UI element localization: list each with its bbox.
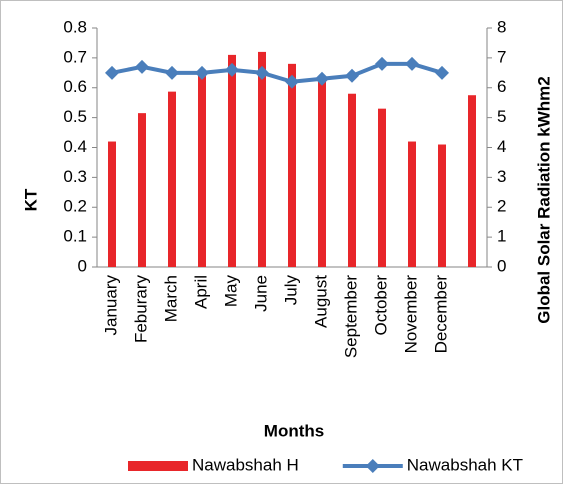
y-tick-label: 0.7 (63, 47, 87, 66)
bar (438, 144, 446, 267)
marker (135, 59, 149, 74)
x-tick-label: May (221, 275, 240, 308)
bar (348, 93, 356, 267)
y-tick-label: 0.4 (63, 137, 87, 156)
y2-tick-label: 6 (497, 77, 506, 96)
legend-swatch (128, 461, 188, 471)
y2-tick-label: 5 (497, 107, 506, 126)
bar (168, 91, 176, 267)
bar (378, 108, 386, 267)
marker (285, 74, 299, 89)
y-tick-label: 0.6 (63, 77, 87, 96)
x-tick-label: November (401, 275, 420, 354)
x-tick-label: August (311, 275, 330, 328)
marker (105, 65, 119, 80)
legend-label: Nawabshah H (192, 455, 299, 474)
marker (405, 56, 419, 71)
y2-tick-label: 2 (497, 197, 506, 216)
marker (195, 65, 209, 80)
y-tick-label: 0.1 (63, 227, 87, 246)
y2-tick-label: 4 (497, 137, 506, 156)
bar (288, 63, 296, 267)
marker (165, 65, 179, 80)
bar (108, 141, 116, 267)
marker (255, 65, 269, 80)
x-tick-label: September (341, 275, 360, 358)
marker (225, 62, 239, 77)
y-tick-label: 0.2 (63, 197, 87, 216)
y-tick-label: 0.8 (63, 17, 87, 36)
bar (318, 78, 326, 267)
y-tick-label: 0 (78, 256, 87, 275)
legend-label: Nawabshah KT (407, 455, 523, 474)
x-tick-label: October (371, 275, 390, 336)
marker (435, 65, 449, 80)
x-tick-label: July (281, 275, 300, 306)
x-tick-label: December (431, 275, 450, 354)
y2-tick-label: 7 (497, 47, 506, 66)
x-axis-label: Months (264, 421, 324, 440)
y2-tick-label: 1 (497, 227, 506, 246)
legend-marker (365, 459, 380, 473)
y-tick-label: 0.3 (63, 167, 87, 186)
y2-tick-label: 0 (497, 256, 506, 275)
y2-tick-label: 3 (497, 167, 506, 186)
bar (408, 141, 416, 267)
marker (345, 68, 359, 83)
y2-tick-label: 8 (497, 17, 506, 36)
x-tick-label: April (191, 275, 210, 309)
marker (315, 71, 329, 86)
marker (375, 56, 389, 71)
bar (198, 75, 206, 267)
bar (258, 51, 266, 268)
y-tick-label: 0.5 (63, 107, 87, 126)
x-tick-label: June (251, 275, 270, 312)
y-axis-label: KT (21, 188, 40, 211)
x-tick-label: January (101, 275, 120, 336)
bar (228, 54, 236, 268)
bar (468, 95, 476, 267)
x-tick-label: Feburary (131, 275, 150, 344)
y2-axis-label: Global Solar Radiation kWhm2 (534, 76, 553, 323)
bar (138, 113, 146, 267)
x-tick-label: March (161, 275, 180, 322)
